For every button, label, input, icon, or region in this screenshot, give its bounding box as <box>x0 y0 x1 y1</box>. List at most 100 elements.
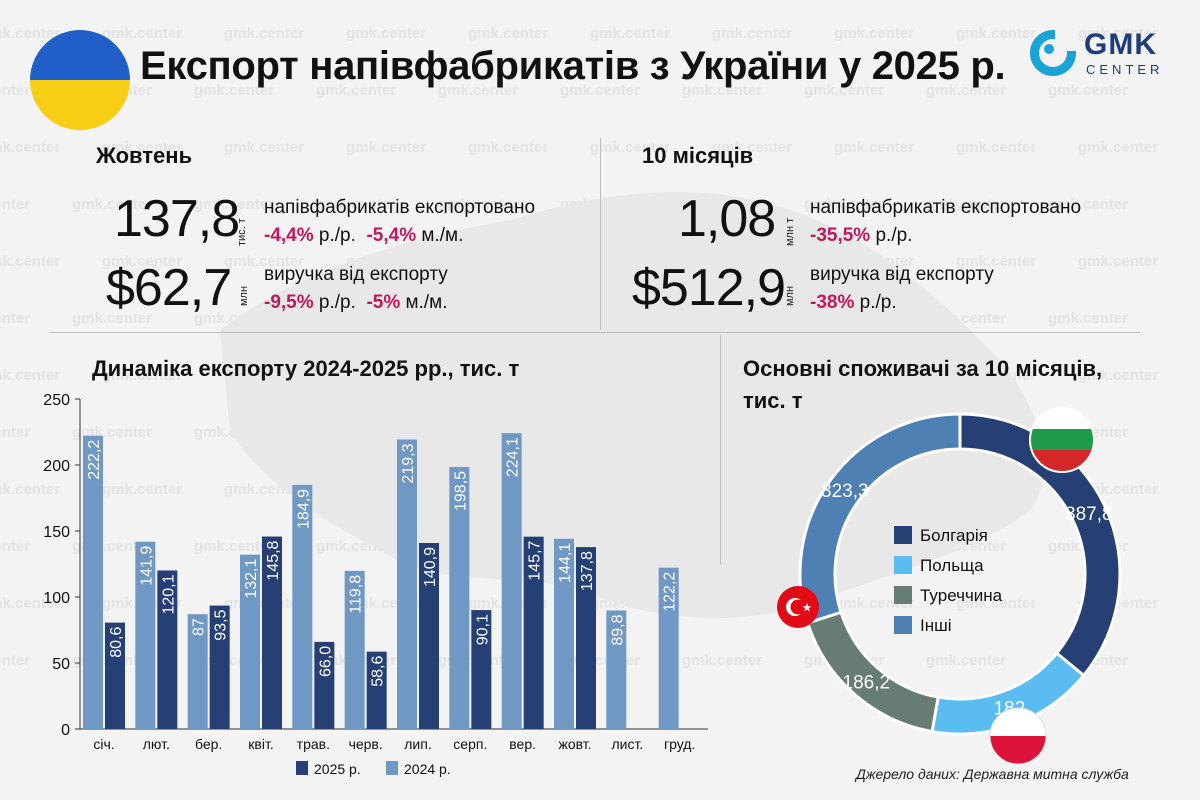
y-tick-label: 100 <box>43 590 70 607</box>
watermark-text: gmk.center <box>224 253 305 270</box>
bar-value-label: 90,1 <box>474 614 491 645</box>
bar-2025р <box>523 536 544 729</box>
watermark-text: gmk.center <box>194 82 275 99</box>
watermark-text: gmk.center <box>0 25 61 42</box>
watermark-text: gmk.center <box>956 139 1037 156</box>
watermark-text: gmk.center <box>560 82 641 99</box>
watermark-text: gmk.center <box>102 139 183 156</box>
bar-2025р <box>471 610 492 729</box>
x-tick-label: трав. <box>297 736 330 752</box>
bar-2025р <box>105 622 125 729</box>
bar-value-label: 141,9 <box>138 546 155 586</box>
y-tick-label: 250 <box>43 392 70 409</box>
bar-2025р <box>314 641 335 729</box>
x-tick-label: лист. <box>611 736 643 752</box>
watermark-text: gmk.center <box>0 595 61 612</box>
gmk-center-logo: GMK CENTER <box>1030 28 1180 88</box>
x-tick-label: квіт. <box>248 736 273 752</box>
bar-2024р <box>449 466 470 729</box>
october-volume-mom: -5,4% <box>366 225 417 246</box>
bar-value-label: 145,8 <box>265 540 282 580</box>
watermark-text: gmk.center <box>682 82 763 99</box>
donut-value-label: 186,2 <box>843 672 891 693</box>
watermark-text: gmk.center <box>1048 82 1129 99</box>
x-tick-label: жовт. <box>558 736 591 752</box>
y-tick-label: 0 <box>61 722 70 739</box>
legend-label: 2024 р. <box>404 761 451 777</box>
watermark-text: gmk.center <box>468 25 549 42</box>
x-tick-label: вер. <box>509 736 536 752</box>
bar-value-label: 58,6 <box>370 656 387 687</box>
bar-2025р <box>262 536 282 729</box>
x-tick-label: бер. <box>195 736 222 752</box>
bulgaria-flag-icon <box>1029 407 1095 473</box>
donut-value-label: 387,8 <box>1065 504 1113 525</box>
watermark-text: gmk.center <box>590 139 671 156</box>
legend-label: Туреччина <box>920 586 1003 605</box>
october-volume-value: 137,8 <box>114 190 240 248</box>
watermark-text: gmk.center <box>712 25 793 42</box>
bar-2025р <box>576 547 596 729</box>
bar-value-label: 120,1 <box>160 574 177 614</box>
x-tick-label: черв. <box>349 736 383 752</box>
donut-value-label: 323,3 <box>821 481 869 502</box>
yoy-label: р./р. <box>859 292 897 313</box>
watermark-text: gmk.center <box>438 196 519 213</box>
watermark-text: gmk.center <box>468 139 549 156</box>
bar-value-label: 132,1 <box>243 559 260 599</box>
legend-swatch <box>386 761 398 775</box>
watermark-text: gmk.center <box>1078 139 1159 156</box>
ten-months-volume-change: -35,5% р./р. <box>810 225 912 247</box>
bar-value-label: 66,0 <box>317 646 334 677</box>
bar-2024р <box>83 435 103 729</box>
watermark-text: gmk.center <box>0 82 31 99</box>
donut-chart: 387,8182186,2323,3БолгаріяПольщаТуреччин… <box>777 407 1122 765</box>
ukraine-flag-icon <box>30 30 130 130</box>
x-tick-label: серп. <box>453 736 487 752</box>
october-revenue-unit: млн <box>238 285 250 306</box>
bar-2024р <box>240 554 260 729</box>
bar-value-label: 80,6 <box>108 627 125 658</box>
bar-value-label: 140,9 <box>422 547 439 587</box>
watermark-text: gmk.center <box>0 424 31 441</box>
ten-months-revenue-change: -38% р./р. <box>810 292 897 314</box>
watermark-text: gmk.center <box>224 139 305 156</box>
watermark-text: gmk.center <box>194 538 275 555</box>
october-volume-desc: напівфабрикатів експортовано <box>264 197 536 218</box>
watermark-text: gmk.center <box>956 595 1037 612</box>
bar-value-label: 219,3 <box>400 443 417 483</box>
yoy-label: р./р. <box>875 225 913 246</box>
ten-months-volume-unit: млн т <box>784 217 796 246</box>
watermark-text: gmk.center <box>1048 310 1129 327</box>
bar-chart: 0 50 100 150 200 250 222,2 80,6 січ. 141,9 120,1 лю… <box>43 392 708 777</box>
watermark-text: gmk.center <box>712 139 793 156</box>
legend-label: Інші <box>920 616 952 635</box>
bar-2024р <box>344 570 365 729</box>
logo-subtext: CENTER <box>1086 62 1164 77</box>
bar-value-label: 222,2 <box>86 440 103 480</box>
bar-value-label: 87 <box>191 618 208 636</box>
legend-swatch <box>894 556 912 574</box>
watermark-text: gmk.center <box>1078 253 1159 270</box>
watermark-text: gmk.center <box>316 82 397 99</box>
bar-2024р <box>187 614 208 729</box>
mom-label: м./м. <box>405 292 448 313</box>
watermark-text: gmk.center <box>0 652 31 669</box>
watermark-text: gmk.center <box>1078 367 1159 384</box>
legend-swatch <box>894 526 912 544</box>
october-revenue-desc: виручка від експорту <box>264 264 448 285</box>
ten-months-volume-value: 1,08 <box>678 190 776 248</box>
watermark-text: gmk.center <box>926 652 1007 669</box>
turkey-flag-icon <box>777 586 819 628</box>
watermark-text: gmk.center <box>346 25 427 42</box>
x-tick-label: січ. <box>93 736 114 752</box>
watermark-text: gmk.center <box>926 82 1007 99</box>
watermark-text: gmk.center <box>0 253 61 270</box>
watermark-text: gmk.center <box>804 196 885 213</box>
kpi-divider <box>600 138 601 330</box>
bar-2024р <box>292 484 313 729</box>
ten-months-heading: 10 місяців <box>642 143 754 168</box>
watermark-text: gmk.center <box>1048 196 1129 213</box>
watermark-text: gmk.center <box>682 652 763 669</box>
watermark-text: gmk.center <box>590 25 671 42</box>
